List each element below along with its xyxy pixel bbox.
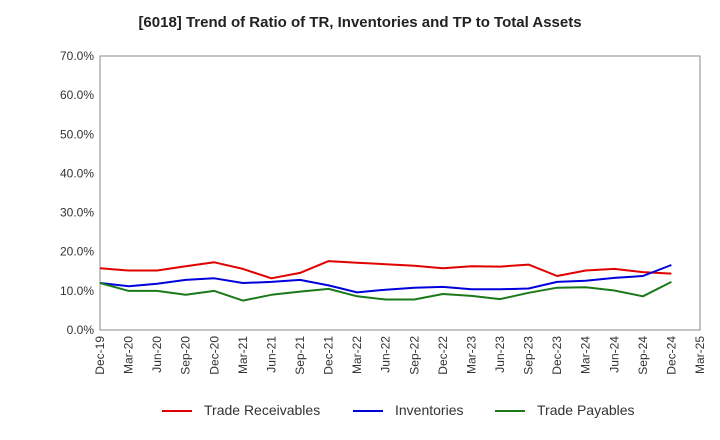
legend-label: Inventories [395,402,463,418]
x-tick-label: Jun-23 [493,336,507,373]
x-tick-label: Mar-22 [350,336,364,374]
x-tick-label: Sep-23 [522,336,536,375]
x-tick-label: Sep-24 [636,336,650,375]
legend-label: Trade Payables [537,402,635,418]
x-tick-label: Mar-25 [693,336,707,374]
y-tick-label: 40.0% [60,166,94,180]
chart-title: [6018] Trend of Ratio of TR, Inventories… [138,14,582,31]
x-tick-label: Sep-21 [293,336,307,375]
x-tick-label: Jun-20 [150,336,164,373]
x-tick-label: Dec-21 [322,336,336,375]
x-tick-label: Mar-21 [236,336,250,374]
x-tick-label: Dec-20 [207,336,221,375]
y-tick-label: 0.0% [67,323,95,337]
x-tick-label: Mar-20 [122,336,136,374]
series-line-inventories [99,264,672,294]
y-tick-label: 30.0% [60,206,94,220]
axes: 0.0% 10.0% 20.0% 30.0% 40.0% 50.0% 60.0% 70.0% D… [60,49,707,375]
x-tick-label: Jun-24 [607,336,621,373]
y-tick-label: 70.0% [60,49,94,63]
y-tick-label: 10.0% [60,284,94,298]
x-tick-label: Dec-23 [550,336,564,375]
x-tick-label: Jun-21 [264,336,278,373]
x-tick-label: Dec-19 [93,336,107,375]
x-tick-label: Dec-24 [664,336,678,375]
series-line-trade-receivables [99,260,672,280]
plot-frame [99,55,701,331]
series-line-trade-payables [99,281,672,302]
x-tick-label: Mar-24 [579,336,593,374]
x-tick-label: Sep-20 [179,336,193,375]
legend-label: Trade Receivables [204,402,320,418]
y-tick-label: 20.0% [60,245,94,259]
y-tick-label: 60.0% [60,88,94,102]
legend: Trade Receivables Inventories Trade Payabl… [162,402,635,418]
x-tick-label: Jun-22 [379,336,393,373]
x-tick-label: Dec-22 [436,336,450,375]
x-tick-label: Mar-23 [464,336,478,374]
y-tick-label: 50.0% [60,127,94,141]
series-lines [99,260,672,302]
x-tick-label: Sep-22 [407,336,421,375]
